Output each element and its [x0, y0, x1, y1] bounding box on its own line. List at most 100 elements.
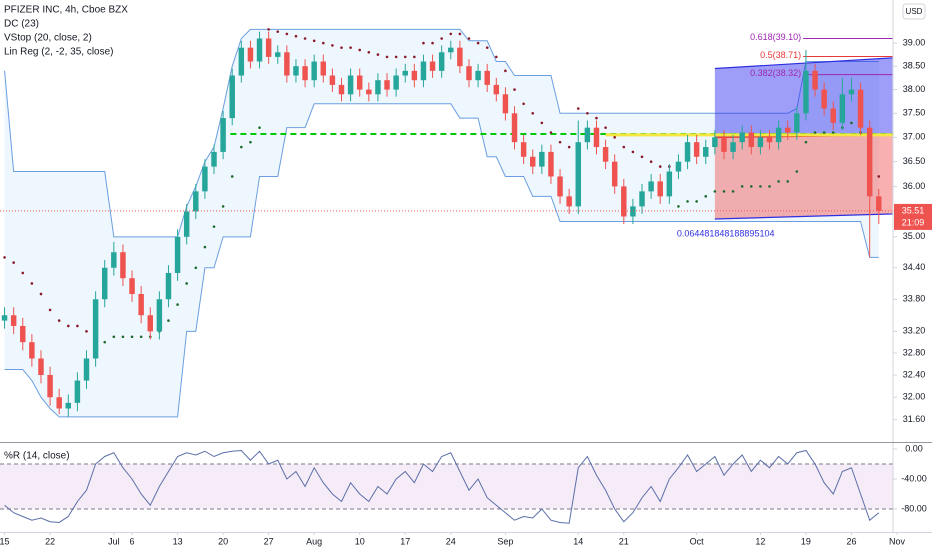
vstop-dot	[285, 32, 289, 36]
x-tick-label: 14	[573, 536, 583, 546]
vstop-dot	[76, 324, 79, 328]
candle-body	[402, 70, 408, 76]
candle-body	[111, 252, 117, 268]
vstop-dot	[649, 160, 653, 163]
vstop-dot	[795, 170, 799, 173]
vstop-dot	[586, 112, 589, 115]
vstop-dot	[30, 282, 34, 285]
osc-tick-label: -80.00	[901, 503, 927, 513]
vstop-dot	[704, 195, 708, 198]
chart-title: PFIZER INC, 4h, Cboe BZX	[4, 5, 128, 16]
vstop-dot	[212, 225, 216, 228]
vstop-dot	[394, 55, 398, 59]
vstop-dot	[467, 37, 471, 40]
candle-body	[557, 176, 563, 197]
candle-body	[10, 315, 17, 326]
vstop-dot	[376, 53, 380, 56]
fib-label: 0.5(38.71)	[760, 50, 801, 60]
candle-body	[47, 375, 53, 398]
candle-body	[848, 89, 855, 95]
linreg-label: 0.064481848188895104	[677, 228, 775, 238]
x-tick-label: 20	[218, 536, 228, 546]
candle-body	[748, 132, 755, 148]
vstop-dot	[513, 88, 516, 91]
vstop-dot	[358, 48, 362, 52]
candle-body	[539, 151, 545, 167]
candle-body	[457, 47, 463, 67]
vstop-dot	[367, 50, 371, 54]
vstop-dot	[3, 256, 6, 259]
oscillator-line	[4, 449, 880, 524]
vstop-dot	[850, 121, 853, 125]
vstop-dot	[130, 335, 134, 339]
vstop-dot	[440, 37, 443, 40]
candle-body	[466, 66, 472, 81]
vstop-dot	[203, 245, 207, 249]
currency-box[interactable]	[902, 3, 926, 20]
candle-body	[20, 325, 26, 343]
candle-body	[438, 52, 445, 71]
candle-body	[657, 181, 663, 197]
candle-body	[757, 137, 764, 148]
candle-body	[356, 75, 363, 90]
vstop-dot	[622, 145, 626, 149]
candle-body	[256, 38, 263, 62]
candle-body	[29, 342, 35, 359]
vstop-dot	[349, 46, 352, 49]
vstop-dot	[240, 145, 243, 149]
vstop-dot	[294, 34, 298, 38]
candle-body	[1, 315, 8, 321]
candle-body	[220, 118, 226, 152]
candle-body	[684, 142, 691, 162]
candle-body	[812, 70, 818, 90]
candle-body	[648, 181, 654, 192]
candle-body	[721, 137, 727, 152]
vstop-dot	[613, 136, 616, 139]
candle-body	[156, 299, 163, 332]
candle-body	[493, 84, 500, 95]
vstop-dot	[321, 41, 325, 45]
candle-body	[703, 147, 709, 157]
candle-body	[876, 196, 882, 211]
vstop-dot	[495, 55, 498, 59]
x-tick-label: 13	[173, 536, 183, 546]
candle-body	[448, 47, 454, 53]
candle-body	[784, 127, 791, 133]
candle-body	[311, 61, 317, 81]
vstop-dot	[413, 55, 416, 59]
vstop-dot	[167, 319, 170, 322]
last-price-badge	[894, 203, 932, 230]
x-tick-label: 27	[264, 536, 274, 546]
vstop-dot	[813, 131, 817, 134]
y-tick-label: 38.50	[903, 61, 926, 71]
candle-body	[129, 278, 135, 294]
candle-body	[247, 47, 254, 62]
vstop-dot	[686, 200, 689, 203]
x-tick-label: 26	[846, 536, 856, 546]
vstop-dot	[221, 205, 225, 208]
vstop-dot	[549, 131, 553, 134]
x-tick-label: Aug	[306, 536, 322, 546]
candle-body	[375, 80, 381, 95]
candle-body	[693, 142, 700, 157]
vstop-dot	[722, 190, 726, 193]
candle-body	[302, 66, 308, 81]
y-tick-label: 32.80	[903, 347, 926, 357]
x-tick-label: 19	[801, 536, 811, 546]
candle-body	[147, 315, 153, 332]
candle-body	[202, 166, 208, 192]
price-pane: 0.064481848188895104 0.618(39.10) 0.5(38.7…	[1, 28, 893, 418]
vstop-dot	[759, 185, 762, 188]
vstop-dot	[230, 175, 234, 178]
vstop-dot	[403, 55, 407, 59]
vstop-dot	[831, 131, 835, 134]
vstop-dot	[249, 140, 252, 144]
y-tick-label: 37.00	[903, 132, 926, 142]
candle-body	[602, 147, 609, 162]
candle-body	[120, 252, 126, 279]
y-tick-label: 33.80	[903, 294, 926, 304]
vstop-dot	[631, 150, 635, 154]
last-price-label: 35.51	[902, 205, 925, 215]
candle-body	[475, 70, 481, 81]
